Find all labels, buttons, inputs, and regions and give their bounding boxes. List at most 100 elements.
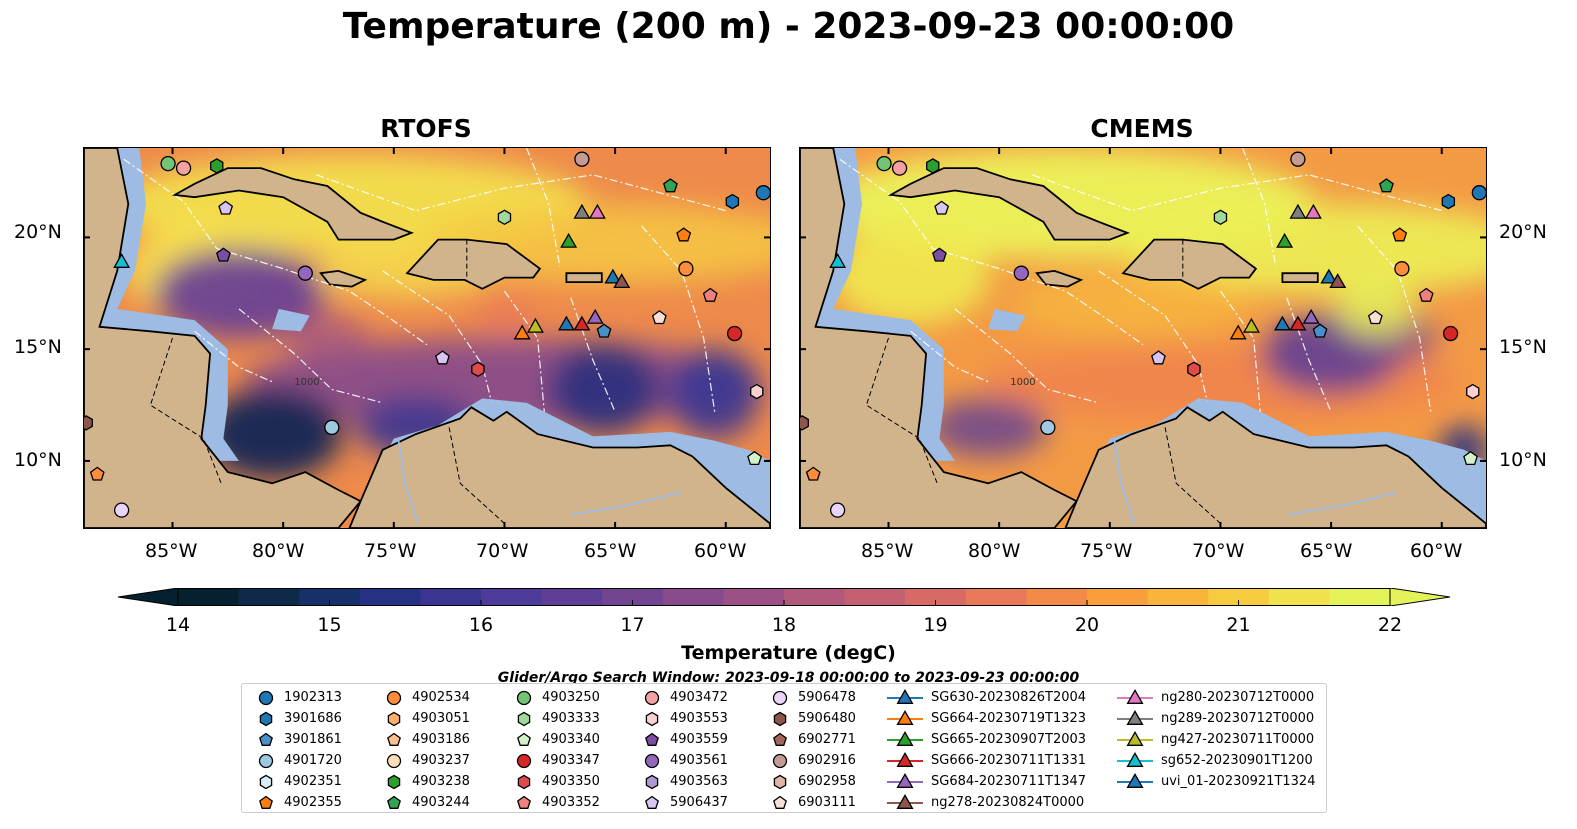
legend-marker-hexagon xyxy=(517,711,531,727)
obs-marker-hexagon xyxy=(1441,193,1456,210)
obs-marker-triangle xyxy=(1229,324,1247,340)
legend-marker-triangle xyxy=(1117,772,1153,788)
colorbar-bin xyxy=(178,588,240,606)
obs-marker-circle xyxy=(876,155,892,172)
colorbar-tick-label: 20 xyxy=(1074,614,1100,636)
legend-marker-pentagon xyxy=(259,732,273,746)
obs-marker-pentagon xyxy=(1463,450,1478,466)
obs-marker-triangle xyxy=(560,232,578,248)
legend-label: 4903352 xyxy=(542,794,600,810)
obs-marker-pentagon xyxy=(1312,323,1328,338)
colorbar-bin xyxy=(1026,588,1088,606)
lon-tick-label: 70°W xyxy=(1192,540,1245,562)
legend-label: 4903350 xyxy=(542,773,600,789)
colorbar-bin xyxy=(420,588,482,606)
legend-item: 3901861 xyxy=(256,729,342,749)
legend-label: 4903561 xyxy=(670,752,728,768)
legend-symbol xyxy=(896,751,914,767)
obs-marker-circle xyxy=(755,185,770,201)
legend-marker-hexagon xyxy=(773,774,787,790)
legend-label: 6902958 xyxy=(798,773,856,789)
legend-marker-triangle xyxy=(887,709,923,725)
obs-marker-triangle xyxy=(573,315,591,331)
legend-symbol xyxy=(1126,688,1144,704)
legend-label: 4903553 xyxy=(670,710,728,726)
lon-tick-label: 70°W xyxy=(476,540,529,562)
obs-marker-triangle xyxy=(1302,308,1320,324)
obs-marker-pentagon xyxy=(596,323,612,338)
obs-marker-circle xyxy=(297,265,313,281)
legend-symbol xyxy=(259,732,273,746)
legend-item: 4902534 xyxy=(384,687,470,707)
legend-marker-triangle xyxy=(887,688,923,704)
obs-marker-pentagon xyxy=(747,450,762,466)
lon-tick-label: 75°W xyxy=(1080,540,1133,562)
lat-tick-label: 15°N xyxy=(14,336,62,358)
legend-marker-triangle xyxy=(1117,709,1153,725)
map-panel-cmems[interactable]: 1000 xyxy=(799,147,1487,529)
obs-marker-hexagon xyxy=(1466,383,1480,400)
legend-item: 4903250 xyxy=(514,687,600,707)
legend-item: 4903186 xyxy=(384,729,470,749)
legend-symbol xyxy=(516,753,532,769)
lon-tick-label: 85°W xyxy=(861,540,914,562)
legend-label: 4902534 xyxy=(412,689,470,705)
obs-marker-pentagon xyxy=(702,287,718,302)
colorbar-bin xyxy=(784,588,846,606)
obs-marker-pentagon xyxy=(805,466,821,481)
legend-symbol xyxy=(773,774,787,790)
legend-marker-circle xyxy=(258,690,274,706)
colorbar-bin xyxy=(662,588,724,606)
obs-marker-pentagon xyxy=(663,178,678,193)
legend-label: 4902351 xyxy=(284,773,342,789)
legend-marker-hexagon xyxy=(517,774,531,790)
legend-item: ng289-20230712T0000 xyxy=(1117,708,1314,728)
legend-label: 4903340 xyxy=(542,731,600,747)
legend-label: SG665-20230907T2003 xyxy=(931,731,1087,747)
legend-label: 4903333 xyxy=(542,710,600,726)
legend-marker-circle xyxy=(772,753,788,769)
legend-label: 1902313 xyxy=(284,689,342,705)
obs-marker-pentagon xyxy=(216,247,231,262)
obs-marker-circle xyxy=(1394,261,1410,277)
contour-label: 1000 xyxy=(1010,377,1035,388)
legend-label: sg652-20230901T1200 xyxy=(1161,752,1313,768)
legend-label: ng280-20230712T0000 xyxy=(1161,689,1315,705)
legend-item: SG630-20230826T2004 xyxy=(887,687,1086,707)
legend-label: SG630-20230826T2004 xyxy=(931,689,1087,705)
legend-item: 4903237 xyxy=(384,750,470,770)
legend-symbol xyxy=(1126,730,1144,746)
lon-tick-label: 65°W xyxy=(584,540,637,562)
obs-marker-pentagon xyxy=(1379,178,1394,193)
legend-symbol xyxy=(645,774,659,790)
legend-symbol xyxy=(259,774,273,790)
map-title-cmems: CMEMS xyxy=(1090,114,1194,143)
legend-marker-pentagon xyxy=(387,795,401,809)
colorbar-bin xyxy=(1268,588,1330,606)
colorbar-extend-low xyxy=(118,588,179,606)
legend-symbol xyxy=(387,711,401,727)
legend-item: ng278-20230824T0000 xyxy=(887,792,1084,812)
legend-symbol xyxy=(517,774,531,790)
legend-symbol xyxy=(387,795,401,809)
legend-marker-hexagon xyxy=(773,711,787,727)
legend-item: 4903350 xyxy=(514,771,600,791)
legend-label: 4903186 xyxy=(412,731,470,747)
legend-label: SG684-20230711T1347 xyxy=(931,773,1087,789)
obs-marker-triangle xyxy=(1289,315,1307,331)
lat-tick-label: 15°N xyxy=(1499,336,1547,358)
legend-marker-hexagon xyxy=(387,711,401,727)
legend-marker-circle xyxy=(258,753,274,769)
obs-marker-circle xyxy=(1442,325,1459,342)
legend-label: 4903563 xyxy=(670,773,728,789)
legend-marker-triangle xyxy=(1117,688,1153,704)
map-panel-rtofs[interactable]: 1000 xyxy=(83,147,771,529)
colorbar-bin xyxy=(1329,588,1391,606)
colorbar-tick-label: 21 xyxy=(1226,614,1251,636)
legend-marker-circle xyxy=(644,690,660,706)
colorbar-extend-high xyxy=(1389,588,1450,606)
legend-item: 4903472 xyxy=(642,687,728,707)
legend-item: 5906437 xyxy=(642,792,728,812)
legend-item: SG665-20230907T2003 xyxy=(887,729,1086,749)
legend-label: 6902916 xyxy=(798,752,856,768)
